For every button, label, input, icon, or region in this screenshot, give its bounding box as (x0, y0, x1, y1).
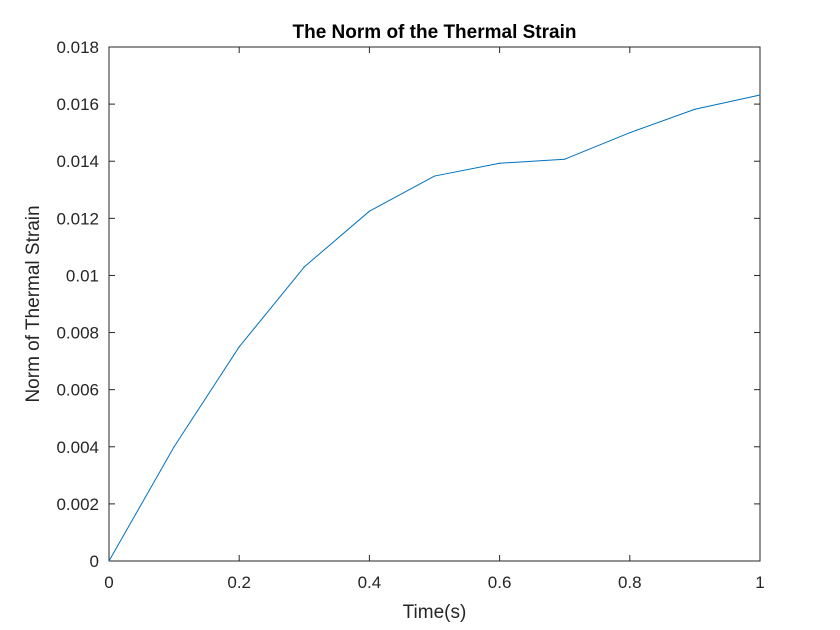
data-point (759, 94, 761, 96)
axes-box (108, 46, 761, 562)
y-axis: 0 0.002 0.004 0.006 0.008 0.01 0.012 0.014 0.016… (56, 38, 760, 571)
y-tick-label: 0.004 (56, 438, 99, 457)
y-tick-label: 0.016 (56, 95, 99, 114)
x-tick-label: 0.8 (618, 573, 642, 592)
plot-area (108, 94, 761, 562)
data-point (173, 446, 175, 448)
data-point (499, 162, 501, 164)
x-axis-label: Time(s) (403, 602, 467, 623)
data-point (303, 266, 305, 268)
data-point (108, 560, 110, 562)
y-tick-label: 0.014 (56, 152, 99, 171)
y-tick-label: 0.006 (56, 381, 99, 400)
y-axis-label: Norm of Thermal Strain (23, 205, 44, 402)
y-tick-label: 0.018 (56, 38, 99, 57)
y-tick-label: 0.008 (56, 324, 99, 343)
y-tick-label: 0.002 (56, 495, 99, 514)
y-tick-label: 0.012 (56, 209, 99, 228)
y-tick-label: 0.01 (66, 266, 99, 285)
data-point (564, 158, 566, 160)
data-point (629, 132, 631, 134)
x-tick-label: 0 (104, 573, 113, 592)
x-tick-label: 0.2 (227, 573, 251, 592)
x-tick-label: 1 (755, 573, 764, 592)
data-point (694, 108, 696, 110)
data-point (368, 210, 370, 212)
data-point (238, 346, 240, 348)
x-tick-label: 0.6 (488, 573, 512, 592)
data-point (433, 175, 436, 177)
x-axis: 0 0.2 0.4 0.6 0.8 1 (104, 47, 765, 592)
chart-title: The Norm of the Thermal Strain (293, 22, 577, 43)
y-tick-label: 0 (90, 552, 99, 571)
x-tick-label: 0.4 (358, 573, 382, 592)
